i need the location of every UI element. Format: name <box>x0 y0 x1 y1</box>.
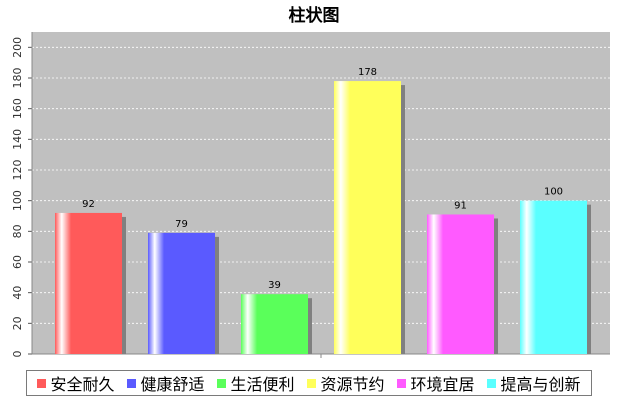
legend-label: 资源节约 <box>320 375 385 394</box>
data-label: 92 <box>82 199 95 210</box>
legend-swatch <box>487 378 497 388</box>
data-label: 178 <box>358 67 377 78</box>
legend-label: 生活便利 <box>230 375 295 394</box>
data-label: 39 <box>268 280 281 291</box>
y-tick-label: 160 <box>11 98 24 119</box>
legend-swatch <box>217 378 227 388</box>
legend-label: 安全耐久 <box>50 375 115 394</box>
legend-item: 环境宜居 <box>397 371 475 395</box>
data-label: 79 <box>175 219 188 230</box>
legend-label: 环境宜居 <box>410 375 475 394</box>
data-label: 100 <box>544 187 563 198</box>
y-tick-label: 0 <box>11 351 24 358</box>
legend-item: 提高与创新 <box>487 371 581 395</box>
y-tick-label: 200 <box>11 37 24 58</box>
y-tick-label: 140 <box>11 129 24 150</box>
axes: 0 20 40 60 80 100 120 140 160 180 200 <box>11 32 610 358</box>
bar <box>148 232 215 354</box>
legend-swatch <box>307 378 317 388</box>
bar <box>334 81 401 355</box>
y-tick-label: 60 <box>11 255 24 269</box>
legend-label: 提高与创新 <box>500 375 581 394</box>
legend-swatch <box>127 378 137 388</box>
legend: 安全耐久 健康舒适 生活便利 资源节约 环境宜居 提高与创新 <box>26 370 592 396</box>
bar <box>55 212 122 354</box>
legend-item: 资源节约 <box>307 371 385 395</box>
legend-item: 健康舒适 <box>127 371 205 395</box>
bar <box>241 294 308 354</box>
y-tick-label: 40 <box>11 286 24 300</box>
y-tick-label: 80 <box>11 224 24 238</box>
y-tick-label: 180 <box>11 68 24 89</box>
y-tick-label: 120 <box>11 160 24 181</box>
plot-area <box>32 32 610 354</box>
bars: 92 79 39 178 91 100 <box>55 67 591 355</box>
legend-swatch <box>397 378 407 388</box>
legend-item: 生活便利 <box>217 371 295 395</box>
y-tick-label: 20 <box>11 316 24 330</box>
legend-item: 安全耐久 <box>37 371 115 395</box>
bar <box>427 214 494 354</box>
gridlines <box>32 46 610 324</box>
legend-swatch <box>37 378 47 388</box>
data-label: 91 <box>454 200 467 211</box>
legend-label: 健康舒适 <box>140 375 205 394</box>
y-tick-label: 100 <box>11 190 24 211</box>
bar <box>520 200 587 354</box>
chart-title: 柱状图 <box>289 5 340 26</box>
